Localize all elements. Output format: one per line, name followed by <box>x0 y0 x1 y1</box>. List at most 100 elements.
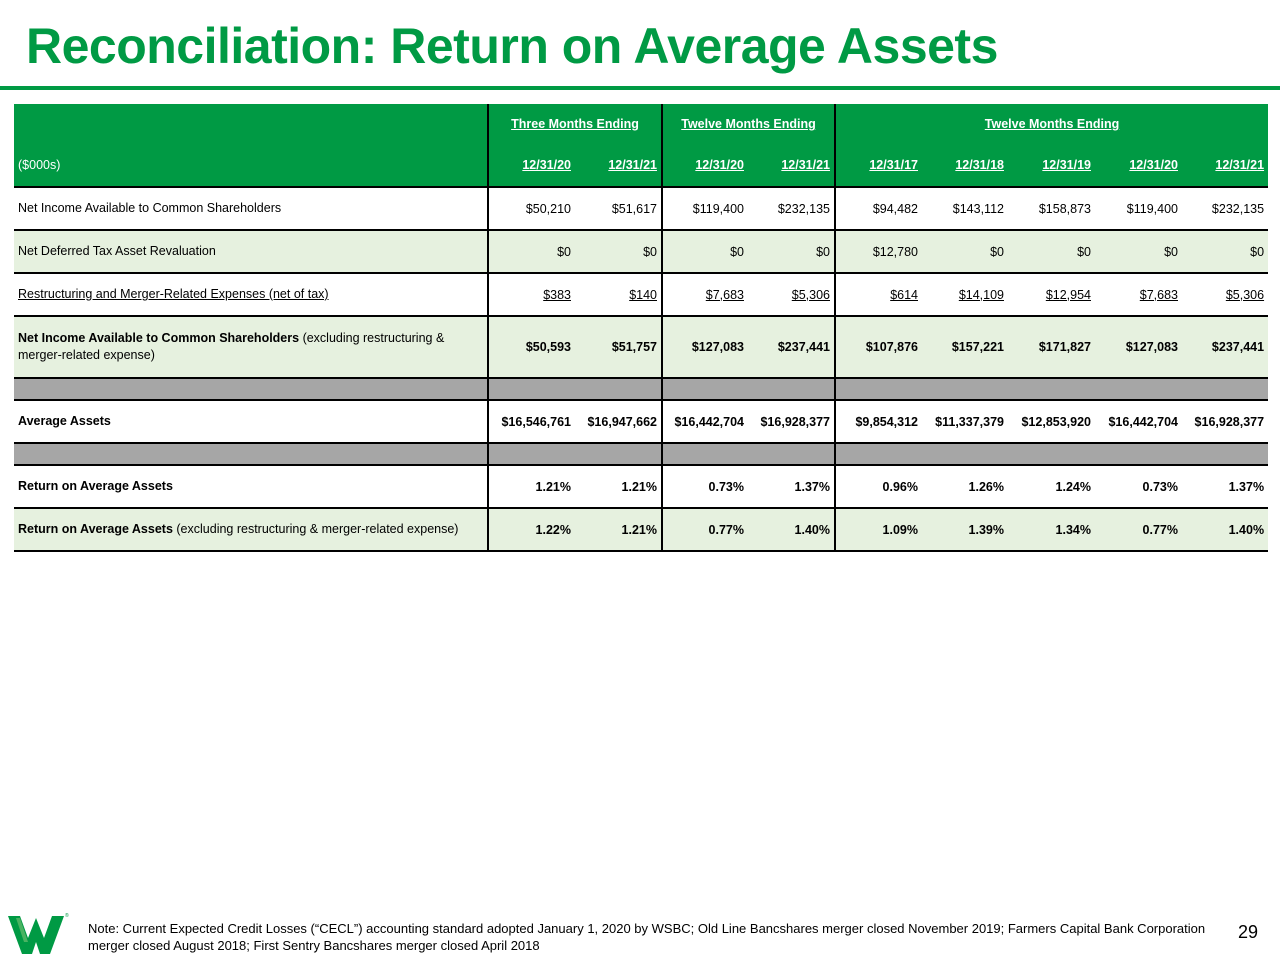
table-row: Restructuring and Merger-Related Expense… <box>14 273 1269 317</box>
table-row: Net Income Available to Common Sharehold… <box>14 316 1269 379</box>
table-cell: $232,135 <box>748 187 836 231</box>
table-cell: 1.22% <box>488 508 575 552</box>
table-cell: 1.21% <box>575 508 663 552</box>
table-cell: 0.73% <box>1095 465 1182 509</box>
table-cell: 1.37% <box>748 465 836 509</box>
table-cell: 1.34% <box>1008 508 1095 552</box>
table-row: Net Income Available to Common Sharehold… <box>14 187 1269 231</box>
table-cell: $614 <box>835 273 922 317</box>
table-cell: $94,482 <box>835 187 922 231</box>
header-group-twelve-months-annual: Twelve Months Ending <box>835 104 1269 144</box>
table-cell: $11,337,379 <box>922 400 1008 444</box>
header-group-three-months: Three Months Ending <box>488 104 663 144</box>
table-cell: $9,854,312 <box>835 400 922 444</box>
table-cell: $0 <box>575 230 663 274</box>
table-cell: 1.40% <box>748 508 836 552</box>
table-cell: 1.21% <box>575 465 663 509</box>
table-cell: $383 <box>488 273 575 317</box>
header-date: 12/31/19 <box>1008 144 1095 188</box>
table-cell: $119,400 <box>662 187 748 231</box>
wesbanco-w-logo-icon: ® <box>8 912 69 954</box>
header-date: 12/31/18 <box>922 144 1008 188</box>
table-cell: $16,442,704 <box>662 400 748 444</box>
title-divider <box>0 86 1280 90</box>
table-cell: $140 <box>575 273 663 317</box>
table-row: Return on Average Assets (excluding rest… <box>14 508 1269 552</box>
svg-text:®: ® <box>65 912 69 919</box>
row-label: Return on Average Assets <box>14 465 489 509</box>
table-cell: $127,083 <box>662 316 748 379</box>
table-cell: 0.77% <box>662 508 748 552</box>
table-cell: 1.39% <box>922 508 1008 552</box>
table-cell: 1.26% <box>922 465 1008 509</box>
table-cell: $0 <box>488 230 575 274</box>
header-date: 12/31/20 <box>662 144 748 188</box>
header-date: 12/31/21 <box>748 144 836 188</box>
footnote: Note: Current Expected Credit Losses (“C… <box>88 921 1206 953</box>
table-cell: $232,135 <box>1182 187 1269 231</box>
page-number: 29 <box>1238 922 1259 942</box>
table-cell: $51,757 <box>575 316 663 379</box>
header-group-twelve-months: Twelve Months Ending <box>662 104 836 144</box>
page-title: Reconciliation: Return on Average Assets <box>26 18 998 74</box>
table-cell: 1.21% <box>488 465 575 509</box>
row-label: Average Assets <box>14 400 489 444</box>
table-cell: $16,928,377 <box>748 400 836 444</box>
table-cell: $0 <box>662 230 748 274</box>
table-cell: $5,306 <box>1182 273 1269 317</box>
row-label: Net Deferred Tax Asset Revaluation <box>14 230 489 274</box>
header-date: 12/31/20 <box>488 144 575 188</box>
table-cell: 0.73% <box>662 465 748 509</box>
table-row: Return on Average Assets 1.21% 1.21% 0.7… <box>14 465 1269 509</box>
table-cell: $16,546,761 <box>488 400 575 444</box>
table-cell: $16,947,662 <box>575 400 663 444</box>
table-cell: $12,780 <box>835 230 922 274</box>
table-cell: $12,853,920 <box>1008 400 1095 444</box>
spacer-row <box>14 378 1269 401</box>
header-date: 12/31/17 <box>835 144 922 188</box>
table-cell: $14,109 <box>922 273 1008 317</box>
table-cell: $157,221 <box>922 316 1008 379</box>
header-blank-cell <box>14 104 489 144</box>
table-cell: $0 <box>1095 230 1182 274</box>
table-cell: $0 <box>1182 230 1269 274</box>
row-label: Return on Average Assets (excluding rest… <box>14 508 489 552</box>
table-cell: $7,683 <box>662 273 748 317</box>
table-cell: $237,441 <box>748 316 836 379</box>
units-label: ($000s) <box>14 144 489 188</box>
row-label: Net Income Available to Common Sharehold… <box>14 316 489 379</box>
table-cell: $16,442,704 <box>1095 400 1182 444</box>
table-cell: $51,617 <box>575 187 663 231</box>
row-label: Net Income Available to Common Sharehold… <box>14 187 489 231</box>
table-cell: $107,876 <box>835 316 922 379</box>
table-cell: 1.37% <box>1182 465 1269 509</box>
table-cell: $158,873 <box>1008 187 1095 231</box>
header-group-row: Three Months Ending Twelve Months Ending… <box>14 104 1269 144</box>
table-cell: $127,083 <box>1095 316 1182 379</box>
table-cell: 1.09% <box>835 508 922 552</box>
header-date: 12/31/21 <box>575 144 663 188</box>
table-cell: $143,112 <box>922 187 1008 231</box>
header-date-row: ($000s) 12/31/20 12/31/21 12/31/20 12/31… <box>14 144 1269 188</box>
table-cell: $119,400 <box>1095 187 1182 231</box>
header-date: 12/31/20 <box>1095 144 1182 188</box>
table-cell: $12,954 <box>1008 273 1095 317</box>
table-cell: $50,593 <box>488 316 575 379</box>
row-label: Restructuring and Merger-Related Expense… <box>14 273 489 317</box>
table-cell: $237,441 <box>1182 316 1269 379</box>
table-cell: 0.96% <box>835 465 922 509</box>
table-row: Average Assets $16,546,761 $16,947,662 $… <box>14 400 1269 444</box>
spacer-row <box>14 443 1269 466</box>
table-cell: 0.77% <box>1095 508 1182 552</box>
table-cell: $5,306 <box>748 273 836 317</box>
reconciliation-table: Three Months Ending Twelve Months Ending… <box>14 104 1269 552</box>
table-cell: 1.40% <box>1182 508 1269 552</box>
table-cell: $50,210 <box>488 187 575 231</box>
table-cell: $171,827 <box>1008 316 1095 379</box>
table-cell: $0 <box>748 230 836 274</box>
header-date: 12/31/21 <box>1182 144 1269 188</box>
table-cell: $16,928,377 <box>1182 400 1269 444</box>
table-cell: $0 <box>922 230 1008 274</box>
table-cell: $7,683 <box>1095 273 1182 317</box>
table-cell: 1.24% <box>1008 465 1095 509</box>
